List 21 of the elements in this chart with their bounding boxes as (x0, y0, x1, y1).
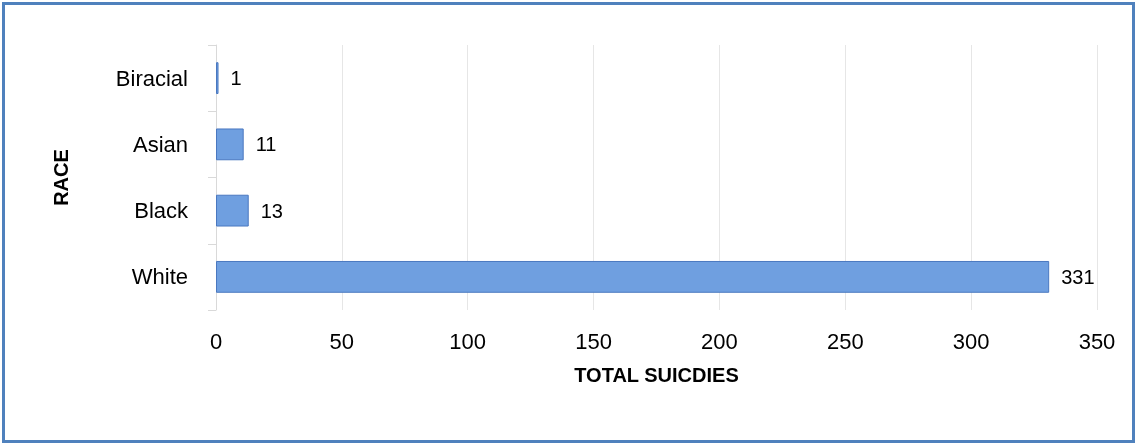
x-tick-label: 150 (575, 328, 612, 354)
x-tick-label: 200 (701, 328, 738, 354)
x-tick-label: 0 (209, 328, 223, 354)
x-axis-title: TOTAL SUICDIES (574, 364, 739, 386)
y-tick-label: White (131, 264, 188, 290)
y-axis-title: RACE (50, 149, 72, 206)
x-tick-label: 100 (449, 328, 487, 354)
x-tick-label: 50 (329, 328, 355, 354)
bar (216, 260, 1050, 293)
y-tick-label: Biracial (115, 65, 188, 91)
bar (216, 194, 249, 227)
x-tick-label: 250 (826, 328, 864, 354)
x-tick-label: 300 (952, 328, 990, 354)
bar (216, 128, 244, 161)
data-label: 13 (260, 199, 283, 222)
data-label: 331 (1061, 265, 1095, 288)
y-tick-label: Asian (132, 131, 188, 157)
data-label: 1 (230, 67, 242, 90)
x-tick-label: 350 (1078, 328, 1116, 354)
data-label: 11 (255, 133, 277, 156)
y-tick-label: Black (134, 198, 189, 224)
